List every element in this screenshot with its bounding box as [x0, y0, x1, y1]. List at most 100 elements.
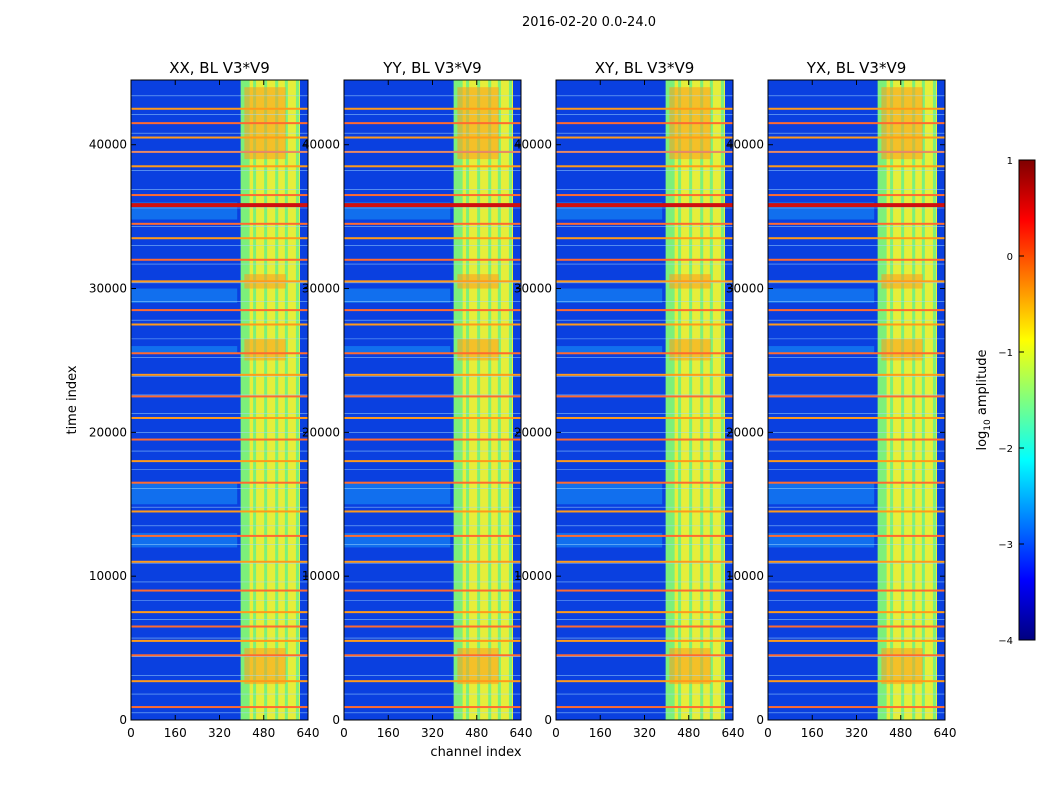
panel-2-flag-row-8: [344, 534, 521, 537]
panel-3-x-tick-label-2: 320: [633, 726, 656, 740]
panel-2-flag-row-19: [344, 280, 521, 283]
panel-3-flag-row-28: [556, 122, 733, 125]
panel-2-x-tick-label-2: 320: [421, 726, 444, 740]
panel-4-hot-region-1: [881, 338, 923, 361]
panel-3-title: XY, BL V3*V9: [595, 59, 695, 77]
panel-1-y-tick-label-3: 30000: [89, 282, 127, 296]
panel-1-flag-row-18: [131, 309, 308, 312]
panel-4-x-tick-label-2: 320: [845, 726, 868, 740]
panel-3-flag-row-5: [556, 611, 733, 614]
panel-2-flag-row-20: [344, 258, 521, 261]
panel-1-flag-row-24: [131, 194, 308, 197]
panel-3-flag-row-4: [556, 625, 733, 628]
panel-3-cyan-region-1: [556, 482, 663, 505]
colorbar-tick-label-3: −2: [998, 444, 1013, 455]
panel-3-flag-row-19: [556, 280, 733, 283]
panel-3-x-tick-label-4: 640: [722, 726, 745, 740]
panel-3-flag-row-7: [556, 560, 733, 563]
panel-2-flag-row-16: [344, 352, 521, 355]
panel-1-rfi-band-edge: [241, 80, 250, 720]
panel-3-x-tick-label-3: 480: [677, 726, 700, 740]
panel-4-flag-row-3: [768, 639, 945, 642]
panel-4-y-tick-label-1: 10000: [726, 569, 764, 583]
panel-2-rfi-band: [454, 80, 513, 720]
panel-2: YY, BL V3*V9 0 160 320 480 640 0 10000 20000 3000…: [302, 59, 533, 740]
panel-3-flag-row-29: [556, 107, 733, 110]
panel-1-x-tick-label-0: 0: [127, 726, 135, 740]
panel-1-flag-row-25: [131, 165, 308, 168]
panel-2-rfi-band-edge: [454, 80, 463, 720]
panel-4: YX, BL V3*V9 0 160 320 480 640 0 10000 20000 3000…: [726, 59, 957, 740]
panel-2-hot-region-3: [457, 648, 499, 685]
panel-4-flag-row-6: [768, 589, 945, 592]
panel-1-flag-row-20: [131, 258, 308, 261]
panel-3-flag-row-10: [556, 481, 733, 484]
panel-1-channel-column-4: [284, 80, 288, 720]
panel-1-flag-row-21: [131, 237, 308, 240]
colorbar-tick-label-5: −4: [998, 636, 1013, 647]
panel-4-cyan-region-2: [768, 288, 875, 303]
panel-4-flag-row-1: [768, 680, 945, 683]
panel-2-flag-row-18: [344, 309, 521, 312]
panel-2-flag-row-29: [344, 107, 521, 110]
colorbar-gradient: [1018, 159, 1036, 641]
panel-2-y-tick-label-0: 0: [332, 713, 340, 727]
panel-3-flag-row-20: [556, 258, 733, 261]
panel-4-flag-row-28: [768, 122, 945, 125]
panel-1-x-tick-label-4: 640: [297, 726, 320, 740]
panel-2-flag-row-6: [344, 589, 521, 592]
panel-4-flag-row-9: [768, 510, 945, 513]
panel-2-flag-row-2: [344, 654, 521, 657]
panel-1-y-tick-label-4: 40000: [89, 138, 127, 152]
panel-2-flag-row-1: [344, 680, 521, 683]
panel-4-x-tick-label-0: 0: [764, 726, 772, 740]
panel-2-y-tick-label-4: 40000: [302, 138, 340, 152]
panel-3-flag-row-15: [556, 373, 733, 376]
panel-1-flag-row-7: [131, 560, 308, 563]
panel-2-flag-row-15: [344, 373, 521, 376]
panel-4-flag-row-10: [768, 481, 945, 484]
colorbar-label-log: log: [975, 431, 990, 451]
panel-2-flag-row-12: [344, 438, 521, 441]
panel-1-flag-row-5: [131, 611, 308, 614]
panel-4-y-tick-label-2: 20000: [726, 425, 764, 439]
panel-3-flag-row-1: [556, 680, 733, 683]
panel-1-flag-row-9: [131, 510, 308, 513]
panel-4-flag-row-29: [768, 107, 945, 110]
y-axis-label: time index: [65, 365, 80, 434]
colorbar-tick-label-1: 0: [1007, 252, 1013, 263]
colorbar-tick-label-0: 1: [1007, 156, 1013, 167]
panel-4-flag-row-27: [768, 136, 945, 139]
panel-2-flag-row-17: [344, 323, 521, 326]
panel-3-flag-row-12: [556, 438, 733, 441]
panel-2-flag-row-13: [344, 416, 521, 419]
panel-3-cyan-region-4: [556, 346, 663, 354]
panel-4-cyan-region-4: [768, 346, 875, 354]
panel-4-channel-column-3: [912, 80, 916, 720]
panel-2-cyan-region-1: [344, 482, 451, 505]
panel-1-hot-region-1: [244, 338, 286, 361]
panel-4-hot-region-3: [881, 648, 923, 685]
panel-4-flag-row-4: [768, 625, 945, 628]
panel-4-channel-column-4: [921, 80, 925, 720]
panel-1-x-tick-label-1: 160: [164, 726, 187, 740]
panel-2-y-tick-label-1: 10000: [302, 569, 340, 583]
panel-4-channel-column-1: [890, 80, 894, 720]
panel-4-flag-row-18: [768, 309, 945, 312]
panel-3-x-tick-label-0: 0: [552, 726, 560, 740]
panel-3-flag-row-6: [556, 589, 733, 592]
panel-1-flag-row-2: [131, 654, 308, 657]
colorbar-label-subscript: 10: [983, 419, 993, 431]
panel-2-flag-row-27: [344, 136, 521, 139]
panel-4-flag-row-12: [768, 438, 945, 441]
panel-3-flag-row-13: [556, 416, 733, 419]
panel-1-flag-row-29: [131, 107, 308, 110]
panel-4-flag-row-13: [768, 416, 945, 419]
panel-4-x-tick-label-4: 640: [934, 726, 957, 740]
panel-2-flag-row-9: [344, 510, 521, 513]
panel-4-flag-row-16: [768, 352, 945, 355]
panel-3-y-tick-label-3: 30000: [514, 282, 552, 296]
panel-1-flag-row-10: [131, 481, 308, 484]
panel-2-flag-row-25: [344, 165, 521, 168]
